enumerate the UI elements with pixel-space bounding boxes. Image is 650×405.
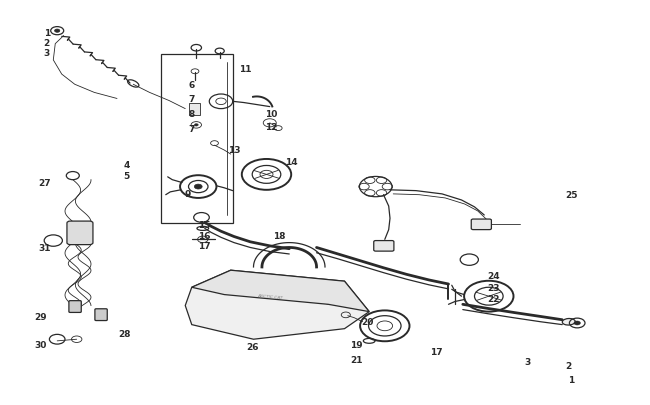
Text: 13: 13 [227, 145, 240, 154]
Text: 24: 24 [488, 272, 500, 281]
Text: 2: 2 [44, 39, 50, 48]
Text: 28: 28 [118, 330, 131, 339]
Text: 14: 14 [285, 158, 298, 166]
FancyBboxPatch shape [471, 220, 491, 230]
Text: 7: 7 [188, 95, 195, 104]
Text: 25: 25 [566, 191, 578, 200]
Text: 19: 19 [350, 341, 363, 350]
Circle shape [194, 124, 198, 127]
Text: 2: 2 [566, 361, 572, 370]
Polygon shape [192, 271, 369, 312]
Text: 22: 22 [488, 294, 500, 303]
Text: ARCTIC CAT: ARCTIC CAT [257, 293, 283, 300]
FancyBboxPatch shape [69, 301, 81, 313]
Text: 17: 17 [430, 347, 443, 356]
Text: 3: 3 [44, 49, 50, 58]
Text: 30: 30 [34, 341, 47, 350]
FancyBboxPatch shape [374, 241, 394, 252]
Text: 8: 8 [188, 110, 195, 119]
Bar [189, 104, 200, 115]
Text: 23: 23 [488, 283, 500, 292]
FancyBboxPatch shape [95, 309, 107, 321]
Text: 21: 21 [350, 355, 363, 364]
Text: 4: 4 [124, 161, 130, 170]
FancyBboxPatch shape [67, 222, 93, 245]
Text: 9: 9 [184, 189, 190, 198]
Bar [161, 55, 233, 224]
Ellipse shape [562, 319, 575, 325]
Text: 12: 12 [265, 123, 278, 132]
Text: 26: 26 [246, 342, 259, 351]
Text: 17: 17 [198, 242, 211, 251]
Text: 11: 11 [239, 64, 252, 73]
Text: 31: 31 [38, 243, 51, 252]
Circle shape [574, 321, 580, 325]
Text: 3: 3 [525, 357, 531, 366]
Text: 10: 10 [265, 110, 278, 119]
Text: 29: 29 [34, 312, 47, 321]
Text: 16: 16 [198, 231, 211, 240]
Text: 6: 6 [188, 81, 195, 90]
Text: 5: 5 [124, 172, 130, 181]
Text: 1: 1 [44, 29, 50, 38]
Polygon shape [185, 271, 369, 339]
Text: 20: 20 [361, 318, 374, 326]
Text: 1: 1 [567, 375, 574, 384]
Text: 7: 7 [188, 125, 195, 134]
Text: 18: 18 [273, 231, 286, 240]
Circle shape [194, 185, 202, 190]
Text: 27: 27 [38, 179, 51, 188]
Circle shape [55, 30, 60, 33]
Text: 15: 15 [198, 220, 211, 229]
